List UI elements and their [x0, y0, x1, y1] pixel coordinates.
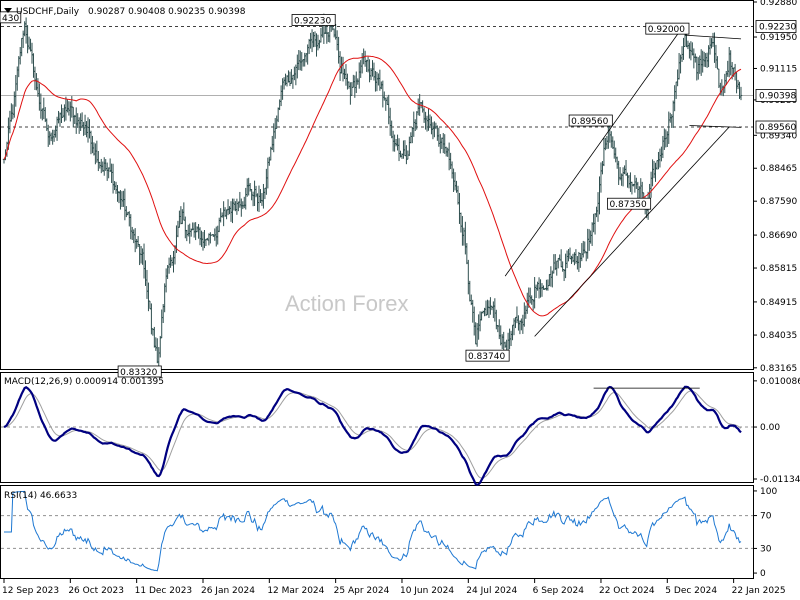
- x-axis-label: 22 Oct 2024: [599, 586, 655, 596]
- annotation-box: [117, 365, 162, 378]
- rsi-axis-label: 0: [760, 569, 766, 579]
- price-tag-box: [755, 89, 797, 102]
- rsi-axis-label: 100: [760, 487, 777, 497]
- trend-line-channel-upper: [504, 23, 686, 277]
- annotation-box: [465, 349, 510, 362]
- trend-line-horizontal: [689, 125, 742, 128]
- price-hlines: [1, 25, 753, 128]
- collapse-triangle-icon[interactable]: [4, 8, 12, 13]
- price-tags: 0.92230 0.90398 0.89560: [755, 20, 797, 134]
- x-axis-label: 10 Jun 2024: [400, 586, 454, 596]
- price-axis-label: 0.92880: [760, 0, 797, 8]
- macd-label: MACD(12,26,9) 0.000914 0.001395: [4, 377, 164, 387]
- price-axis-label: 0.91115: [760, 64, 797, 74]
- annotation-label: 0.83740: [468, 352, 505, 362]
- annotation-box: [645, 22, 690, 35]
- price-axis-label: 0.83165: [760, 364, 797, 374]
- price-axis-label: 0.87590: [760, 197, 797, 207]
- rsi-axis-label: 30: [760, 544, 772, 554]
- price-tag-label: 0.90398: [759, 91, 796, 101]
- price-tag-box: [755, 120, 797, 134]
- x-axis-label: 12 Mar 2024: [267, 586, 324, 596]
- annotation-box: [0, 11, 22, 24]
- trend-line-channel-lower: [534, 126, 730, 337]
- price-axis-label: 0.86690: [760, 231, 797, 241]
- x-axis-label: 12 Sep 2023: [2, 586, 59, 596]
- annotation-label: 430: [2, 14, 19, 24]
- x-axis-label: 24 Jul 2024: [466, 586, 517, 596]
- price-axis-label: 0.84035: [760, 331, 797, 341]
- annotation-label: 0.92000: [648, 25, 685, 35]
- macd-panel-frame: [0, 372, 754, 483]
- price-tag-label: 0.89560: [759, 123, 796, 133]
- price-axis-label: 0.84915: [760, 298, 797, 308]
- macd-signal-line: [3, 390, 742, 479]
- x-axis-label: 5 Dec 2024: [665, 586, 717, 596]
- price-axis-label: 0.88465: [760, 164, 797, 174]
- moving-average-line: [3, 55, 742, 317]
- x-axis-label: 22 Jan 2025: [732, 586, 786, 596]
- price-tag-box: [755, 20, 797, 33]
- symbol-label: USDCHF,Daily: [16, 7, 80, 17]
- price-axis-label: 0.85815: [760, 264, 797, 274]
- price-bars: [2, 13, 743, 367]
- macd-axis-label: 0.010086: [760, 377, 800, 387]
- macd-axis-label: -0.011342: [760, 475, 800, 485]
- annotation-box: [607, 197, 652, 210]
- annotation-label: 0.87350: [609, 200, 646, 210]
- x-axis-label: 11 Dec 2023: [135, 586, 193, 596]
- price-tag-label: 0.92230: [759, 22, 796, 32]
- annotation-box: [291, 14, 336, 26]
- annotation-label: 0.92230: [294, 16, 331, 26]
- x-axis-label: 26 Jan 2024: [201, 586, 255, 596]
- rsi-panel-frame: [0, 485, 754, 579]
- rsi-line: [4, 490, 742, 572]
- macd-lines: [1, 385, 753, 486]
- x-axis-label: 25 Apr 2024: [334, 586, 390, 596]
- price-annotations: 430 0.92230 0.83320 0.83740 0.89560 0.87350 0.…: [0, 11, 690, 378]
- moving-average: [3, 55, 742, 317]
- trend-lines: [504, 23, 742, 337]
- annotation-label: 0.83320: [120, 368, 157, 378]
- ohlc-label: 0.90287 0.90408 0.90235 0.90398: [88, 7, 246, 17]
- macd-axis-label: 0.00: [760, 423, 780, 433]
- rsi-label: RSI(14) 46.6633: [4, 491, 77, 501]
- macd-line: [3, 385, 742, 486]
- annotation-box: [568, 114, 613, 127]
- annotation-label: 0.89560: [571, 117, 608, 127]
- price-axis-label: 0.91950: [760, 33, 797, 43]
- x-axis-label: 6 Sep 2024: [533, 586, 585, 596]
- rsi-lines: [1, 490, 753, 572]
- watermark: Action Forex: [285, 291, 409, 316]
- rsi-axis-label: 70: [760, 512, 772, 522]
- x-axis-label: 26 Oct 2023: [68, 586, 124, 596]
- trend-line-horizontal: [684, 34, 742, 40]
- price-axis-label: 0.89340: [760, 131, 797, 141]
